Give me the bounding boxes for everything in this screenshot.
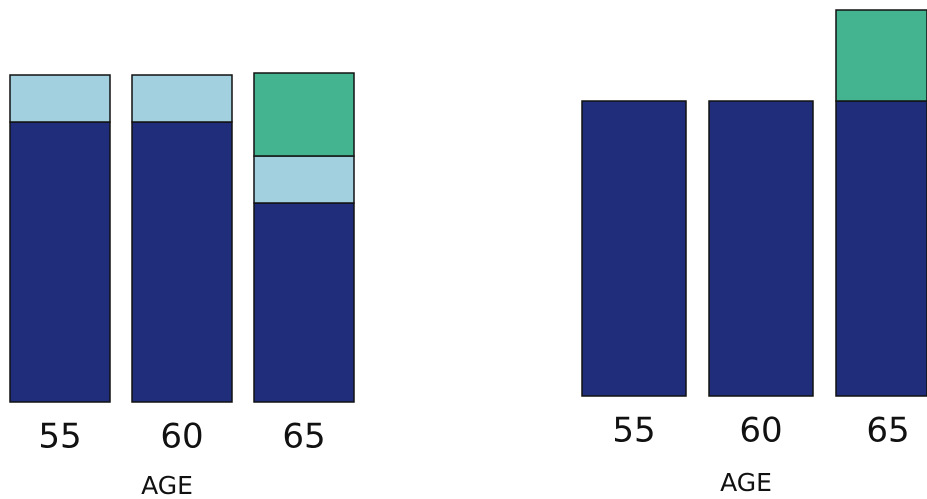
- bar-segment: [581, 100, 687, 397]
- x-tick-label: 60: [160, 417, 203, 457]
- bar-segment: [835, 9, 927, 102]
- bar-segment: [708, 100, 814, 397]
- x-axis-label: AGE: [720, 468, 772, 497]
- bar-segment: [835, 100, 927, 397]
- x-tick-label: 65: [866, 411, 909, 451]
- bar-segment: [253, 155, 355, 204]
- x-tick-label: 65: [282, 417, 325, 457]
- x-tick-label: 55: [38, 417, 81, 457]
- bar-segment: [131, 74, 233, 123]
- bar-segment: [9, 121, 111, 403]
- bar-segment: [253, 202, 355, 403]
- x-tick-label: 55: [612, 411, 655, 451]
- bar-segment: [131, 121, 233, 403]
- bar-segment: [253, 72, 355, 157]
- x-tick-label: 60: [739, 411, 782, 451]
- x-axis-label: AGE: [141, 471, 193, 499]
- bar-segment: [9, 74, 111, 123]
